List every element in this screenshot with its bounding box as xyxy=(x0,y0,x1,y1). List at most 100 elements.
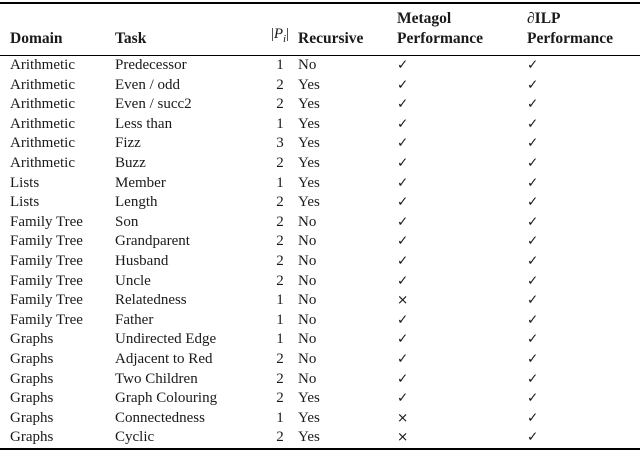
dilp-result-cell: ✓ xyxy=(527,135,539,152)
recursive-cell: Yes xyxy=(298,174,320,191)
metagol-result-cell: ✓ xyxy=(397,213,409,230)
recursive-cell: No xyxy=(298,233,317,250)
dilp-result-cell: ✓ xyxy=(527,57,539,73)
task-cell: Member xyxy=(115,174,166,191)
metagol-result-cell: ✓ xyxy=(397,331,409,348)
recursive-cell: No xyxy=(298,213,317,230)
table-row: Lists Length 2 Yes ✓ ✓ xyxy=(0,193,640,213)
domain-cell: Arithmetic xyxy=(10,76,75,93)
domain-cell: Graphs xyxy=(10,409,54,426)
table-row: Arithmetic Even / succ2 2 Yes ✓ ✓ xyxy=(0,95,640,115)
table-row: Arithmetic Predecessor 1 No ✓ ✓ xyxy=(0,56,640,76)
dilp-result-cell: ✓ xyxy=(527,331,539,348)
table-row: Lists Member 1 Yes ✓ ✓ xyxy=(0,174,640,194)
metagol-result-cell: ✓ xyxy=(397,272,409,289)
recursive-cell: Yes xyxy=(298,409,320,426)
table-row: Family Tree Grandparent 2 No ✓ ✓ xyxy=(0,232,640,252)
metagol-result-cell: × xyxy=(397,409,409,426)
dilp-result-cell: ✓ xyxy=(527,370,539,387)
pi-cell: 2 xyxy=(276,370,284,387)
pi-cell: 2 xyxy=(276,213,284,230)
pi-cell: 3 xyxy=(276,135,284,152)
dilp-result-cell: ✓ xyxy=(527,96,539,113)
dilp-header-line2: Performance xyxy=(527,30,614,47)
recursive-cell: Yes xyxy=(298,194,320,211)
recursive-cell: No xyxy=(298,311,317,328)
pi-cell: 2 xyxy=(276,96,284,113)
table-row: Arithmetic Less than 1 Yes ✓ ✓ xyxy=(0,115,640,135)
metagol-result-cell: ✓ xyxy=(397,174,409,191)
metagol-result-cell: ✓ xyxy=(397,233,409,250)
metagol-result-cell: × xyxy=(397,429,409,446)
metagol-result-cell: ✓ xyxy=(397,76,409,93)
task-cell: Even / succ2 xyxy=(115,96,192,113)
metagol-result-cell: ✓ xyxy=(397,135,409,152)
column-header-domain: Domain xyxy=(0,3,105,56)
domain-cell: Graphs xyxy=(10,350,54,367)
pi-cell: 2 xyxy=(276,233,284,250)
task-cell: Graph Colouring xyxy=(115,390,218,407)
dilp-result-cell: ✓ xyxy=(527,76,539,93)
metagol-result-cell: ✓ xyxy=(397,350,409,367)
metagol-result-cell: ✓ xyxy=(397,390,409,407)
task-cell: Uncle xyxy=(115,272,151,289)
task-cell: Buzz xyxy=(115,154,146,171)
domain-cell: Family Tree xyxy=(10,311,83,328)
task-cell: Grandparent xyxy=(115,233,190,250)
recursive-cell: No xyxy=(298,252,317,269)
domain-cell: Graphs xyxy=(10,331,54,348)
metagol-result-cell: ✓ xyxy=(397,252,409,269)
task-cell: Relatedness xyxy=(115,292,187,309)
dilp-result-cell: ✓ xyxy=(527,213,539,230)
task-cell: Less than xyxy=(115,115,173,132)
table-row: Arithmetic Even / odd 2 Yes ✓ ✓ xyxy=(0,76,640,96)
domain-cell: Lists xyxy=(10,174,40,191)
task-cell: Father xyxy=(115,311,154,328)
dilp-result-cell: ✓ xyxy=(527,350,539,367)
metagol-result-cell: ✓ xyxy=(397,311,409,328)
table-row: Graphs Cyclic 2 Yes × ✓ xyxy=(0,428,640,449)
domain-cell: Family Tree xyxy=(10,213,83,230)
pi-open-bar: | xyxy=(270,26,274,42)
pi-cell: 1 xyxy=(276,311,284,328)
table-body: Arithmetic Predecessor 1 No ✓ ✓ Arithmetic Even… xyxy=(0,56,640,449)
recursive-cell: Yes xyxy=(298,429,320,446)
dilp-result-cell: ✓ xyxy=(527,252,539,269)
recursive-cell: No xyxy=(298,272,317,289)
metagol-header-line1: Metagol xyxy=(397,10,452,27)
column-header-pi: |Pi| xyxy=(265,3,295,56)
domain-cell: Family Tree xyxy=(10,233,83,250)
task-cell: Predecessor xyxy=(115,57,187,73)
dilp-result-cell: ✓ xyxy=(527,154,539,171)
task-cell: Length xyxy=(115,194,158,211)
metagol-result-cell: ✓ xyxy=(397,96,409,113)
pi-close-bar: | xyxy=(286,26,290,42)
table-row: Arithmetic Buzz 2 Yes ✓ ✓ xyxy=(0,154,640,174)
metagol-result-cell: ✓ xyxy=(397,57,409,73)
domain-cell: Arithmetic xyxy=(10,135,75,152)
task-cell: Two Children xyxy=(115,370,198,387)
column-header-metagol: Metagol Performance xyxy=(395,3,525,56)
table-header: Domain Task |Pi| Recursive Metagol Perfo… xyxy=(0,3,640,56)
dilp-result-cell: ✓ xyxy=(527,409,539,426)
metagol-result-cell: ✓ xyxy=(397,194,409,211)
pi-cell: 1 xyxy=(276,292,284,309)
pi-cell: 2 xyxy=(276,429,284,446)
table-row: Graphs Undirected Edge 1 No ✓ ✓ xyxy=(0,330,640,350)
recursive-cell: Yes xyxy=(298,96,320,113)
recursive-cell: Yes xyxy=(298,390,320,407)
recursive-cell: Yes xyxy=(298,115,320,132)
header-row: Domain Task |Pi| Recursive Metagol Perfo… xyxy=(0,3,640,56)
table-row: Graphs Adjacent to Red 2 No ✓ ✓ xyxy=(0,350,640,370)
dilp-header-line1: ∂ILP xyxy=(527,10,561,27)
column-header-recursive: Recursive xyxy=(295,3,395,56)
dilp-result-cell: ✓ xyxy=(527,194,539,211)
table-row: Arithmetic Fizz 3 Yes ✓ ✓ xyxy=(0,134,640,154)
domain-cell: Arithmetic xyxy=(10,96,75,113)
domain-cell: Family Tree xyxy=(10,252,83,269)
pi-cell: 2 xyxy=(276,76,284,93)
dilp-result-cell: ✓ xyxy=(527,115,539,132)
domain-cell: Family Tree xyxy=(10,292,83,309)
metagol-result-cell: ✓ xyxy=(397,370,409,387)
